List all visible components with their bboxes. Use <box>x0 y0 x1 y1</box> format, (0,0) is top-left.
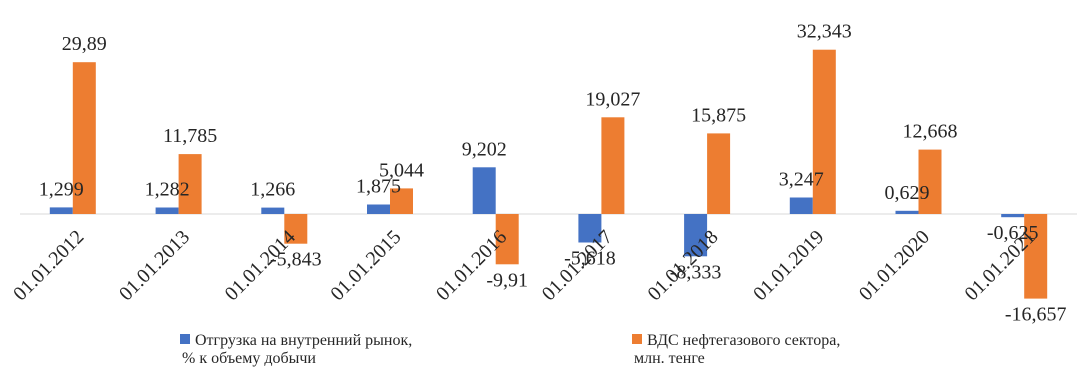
data-label-series-1-01.01.2019: 3,247 <box>779 169 824 191</box>
bar-series-2-01.01.2017 <box>601 117 625 214</box>
bar-series-1-01.01.2019 <box>789 197 813 214</box>
bar-series-1-01.01.2016 <box>472 167 496 214</box>
bar-series-2-01.01.2015 <box>390 188 413 214</box>
data-label-series-2-01.01.2017: 19,027 <box>585 88 640 110</box>
data-label-series-2-01.01.2019: 32,343 <box>797 21 852 43</box>
legend-swatch-series-2 <box>632 334 642 344</box>
category-label-01.01.2013: 01.01.2013 <box>115 226 194 305</box>
data-label-series-2-01.01.2013: 11,785 <box>163 125 217 147</box>
data-label-series-2-01.01.2014: -5,843 <box>270 249 322 271</box>
legend-label-series-1-line1: Отгрузка на внутренний рынок, <box>195 332 413 349</box>
bar-series-1-01.01.2012 <box>49 207 73 214</box>
legend-item-series-2: ВДС нефтегазового сектора, млн. тенге <box>632 332 840 368</box>
bar-series-1-01.01.2017 <box>578 214 602 243</box>
bar-series-2-01.01.2021 <box>1024 214 1048 299</box>
data-label-series-1-01.01.2018: -8,333 <box>670 261 722 283</box>
bar-series-2-01.01.2016 <box>495 214 519 265</box>
category-label-01.01.2012: 01.01.2012 <box>9 226 88 305</box>
bar-series-1-01.01.2013 <box>155 207 179 214</box>
data-label-series-2-01.01.2015: 5,044 <box>379 159 424 181</box>
data-label-series-2-01.01.2018: 15,875 <box>691 104 746 126</box>
bar-series-2-01.01.2014 <box>284 214 308 244</box>
bar-series-2-01.01.2019 <box>812 49 836 215</box>
data-label-series-2-01.01.2021: -16,657 <box>1005 304 1067 326</box>
bar-series-2-01.01.2013 <box>178 154 202 214</box>
data-label-series-1-01.01.2016: 9,202 <box>462 138 507 160</box>
data-label-series-1-01.01.2015: 1,875 <box>356 176 401 198</box>
bar-series-1-01.01.2014 <box>261 207 285 214</box>
data-label-series-1-01.01.2012: 1,299 <box>39 178 84 200</box>
bar-series-1-01.01.2015 <box>367 204 390 214</box>
category-label-01.01.2015: 01.01.2015 <box>326 226 405 305</box>
bar-series-2-01.01.2020 <box>918 149 942 214</box>
data-labels-layer: 1,299 1,282 1,266 1,875 9,202 -5,618 -8,333 3,2… <box>39 21 1067 326</box>
category-label-01.01.2019: 01.01.2019 <box>749 226 828 305</box>
legend-swatch-series-1 <box>180 334 190 344</box>
bar-series-1-01.01.2018 <box>684 214 708 257</box>
legend-label-series-2-line1: ВДС нефтегазового сектора, <box>647 332 841 349</box>
data-label-series-1-01.01.2017: -5,618 <box>564 248 616 270</box>
data-label-series-1-01.01.2013: 1,282 <box>145 179 190 201</box>
legend-item-series-1: Отгрузка на внутренний рынок, % к объему… <box>180 332 412 368</box>
legend-label-series-2-line2: млн. тенге <box>634 350 705 367</box>
data-label-series-2-01.01.2012: 29,89 <box>62 33 107 55</box>
category-label-01.01.2016: 01.01.2016 <box>432 226 511 305</box>
bar-series-2-01.01.2012 <box>72 62 96 215</box>
bars-layer <box>49 49 1048 299</box>
category-labels-layer: 01.01.2012 01.01.2013 01.01.2014 01.01.2015… <box>9 226 1040 305</box>
category-label-01.01.2020: 01.01.2020 <box>855 226 934 305</box>
bar-series-1-01.01.2020 <box>895 210 919 214</box>
bar-series-2-01.01.2018 <box>707 133 731 214</box>
data-label-series-2-01.01.2020: 12,668 <box>903 121 958 143</box>
data-label-series-1-01.01.2020: 0,629 <box>885 182 930 204</box>
data-label-series-2-01.01.2016: -9,91 <box>486 269 528 291</box>
data-label-series-1-01.01.2021: -0,625 <box>987 222 1039 244</box>
bar-series-1-01.01.2021 <box>1001 214 1025 218</box>
data-label-series-1-01.01.2014: 1,266 <box>250 179 295 201</box>
legend-label-series-1-line2: % к объему добычи <box>182 350 316 367</box>
